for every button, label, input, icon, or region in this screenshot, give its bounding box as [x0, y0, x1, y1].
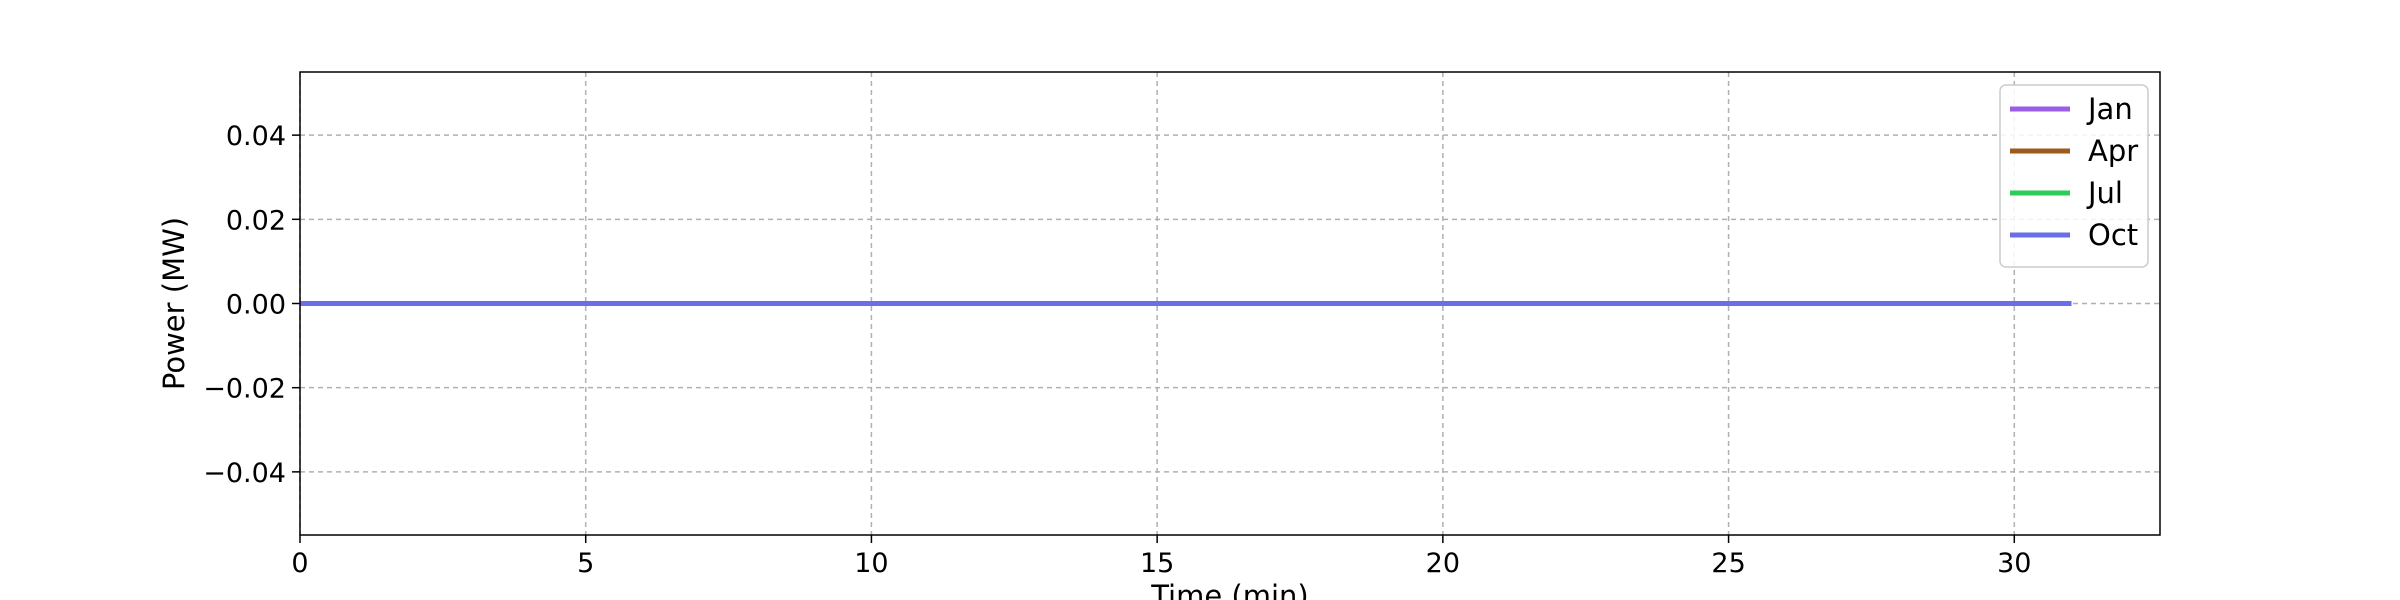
y-axis-label: Power (MW): [157, 217, 191, 390]
legend-label-jan: Jan: [2086, 92, 2133, 126]
x-tick-label: 0: [291, 548, 308, 579]
x-tick-label: 5: [577, 548, 594, 579]
x-tick-label: 25: [1711, 548, 1745, 579]
legend-label-jul: Jul: [2086, 176, 2123, 210]
y-tick-label: −0.04: [203, 458, 286, 489]
legend-box: [1999, 84, 2149, 268]
y-axis-ticks: −0.04 −0.02 0.00 0.02 0.04: [203, 121, 300, 489]
x-axis-label: Time (min): [1150, 579, 1309, 600]
y-tick-label: 0.00: [226, 290, 286, 321]
x-axis-ticks: 0 5 10 15 20 25 30: [291, 535, 2031, 579]
y-tick-label: 0.02: [226, 205, 286, 236]
y-tick-label: −0.02: [203, 374, 286, 405]
y-tick-label: 0.04: [226, 121, 286, 152]
legend: Jan Apr Jul Oct: [1999, 84, 2149, 268]
x-tick-label: 10: [854, 548, 888, 579]
x-tick-label: 15: [1140, 548, 1174, 579]
x-tick-label: 20: [1426, 548, 1460, 579]
legend-label-apr: Apr: [2088, 134, 2138, 168]
x-tick-label: 30: [1997, 548, 2031, 579]
legend-label-oct: Oct: [2088, 218, 2138, 252]
